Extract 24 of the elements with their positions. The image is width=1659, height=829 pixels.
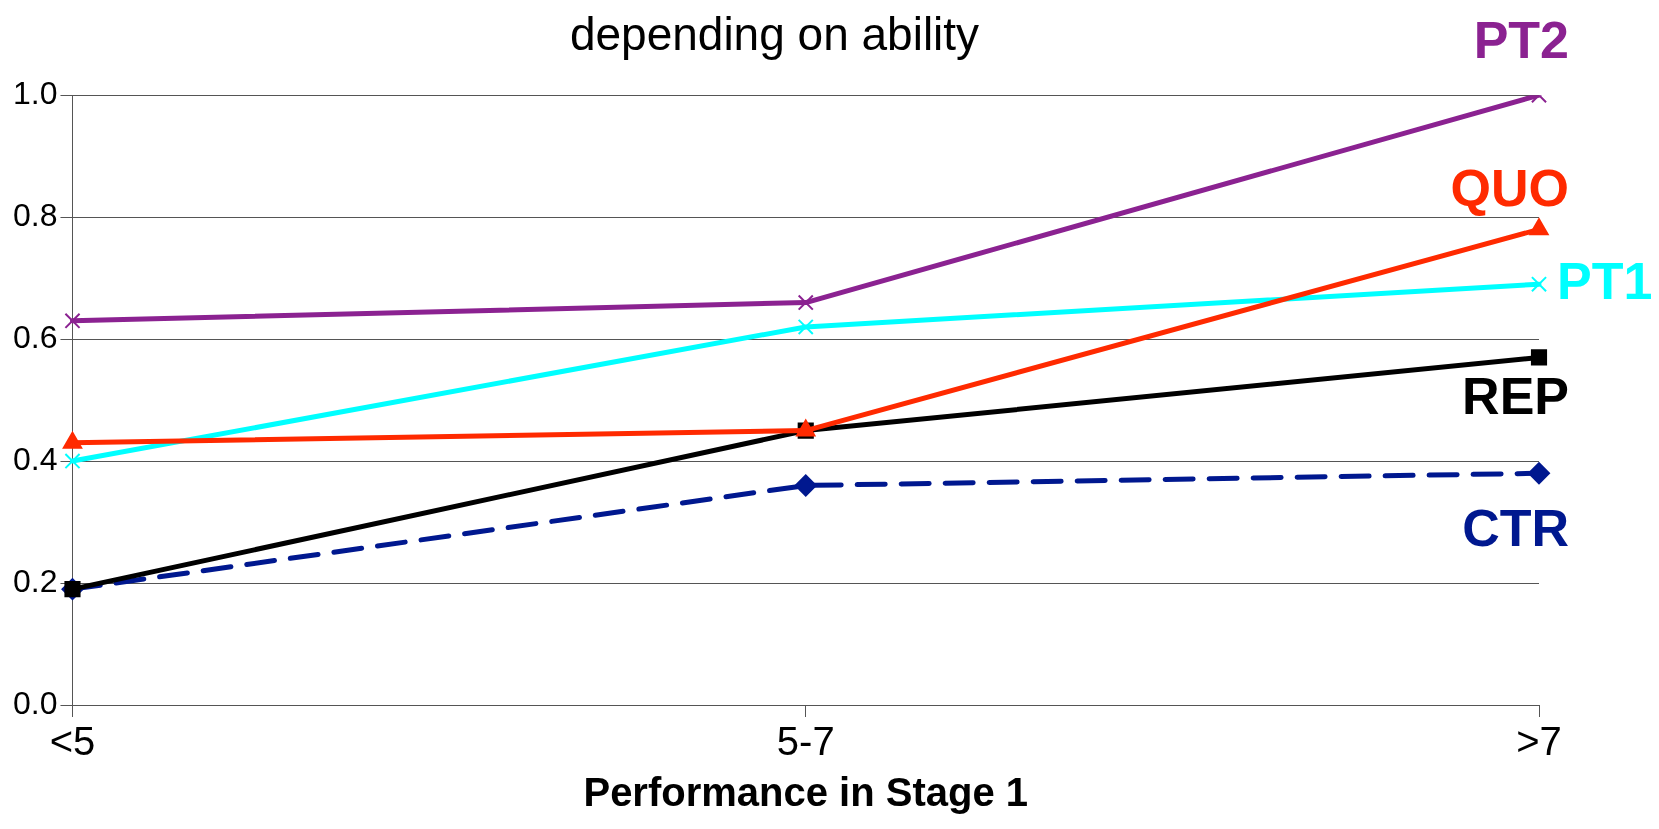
point [1528,462,1550,485]
point [1530,349,1548,366]
point [794,474,817,497]
series-label: PT2 [1473,10,1569,69]
point [1530,276,1548,293]
series-label: REP [1462,366,1569,425]
series-label: CTR [1462,498,1569,557]
chart-title: depending on ability [569,8,980,61]
x-axis-title: Performance in Stage 1 [583,770,1029,815]
point [797,318,814,335]
y-tick-label: 0.4 [13,440,58,477]
y-tick-label: 0.0 [13,684,58,721]
point [797,294,814,311]
x-tick-label: >7 [1516,719,1562,764]
series-label: QUO [1450,158,1569,217]
y-tick-label: 0.6 [13,318,58,355]
x-tick-label: <5 [49,719,96,764]
point [64,453,81,470]
y-tick-label: 0.2 [13,562,58,599]
point [64,312,81,329]
y-tick-label: 1.0 [13,75,58,112]
series-label: PT1 [1557,251,1653,310]
y-tick-label: 0.8 [13,196,58,233]
x-tick-label: 5-7 [776,719,835,764]
